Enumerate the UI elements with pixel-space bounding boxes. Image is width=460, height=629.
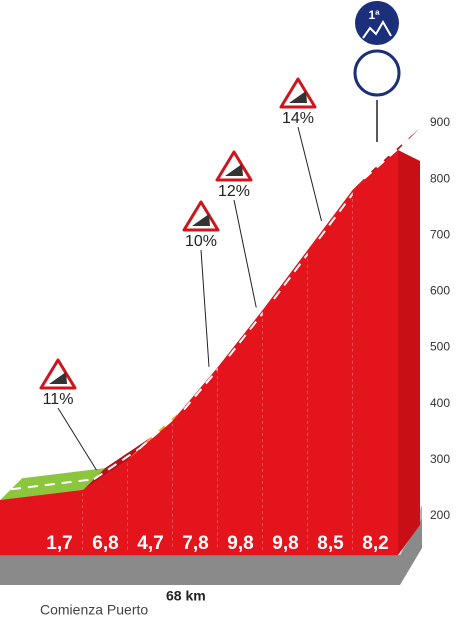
- y-tick-label: 300: [430, 452, 450, 466]
- start-distance: 68 km: [166, 588, 206, 604]
- center-dash: [318, 178, 365, 240]
- annotation-label: 10%: [185, 233, 217, 250]
- annotation-leader: [57, 407, 97, 471]
- value-label: 9,8: [227, 533, 253, 554]
- y-tick-label: 600: [430, 284, 450, 298]
- value-label: 8,5: [317, 533, 344, 554]
- y-tick-label: 800: [430, 171, 450, 185]
- front-face: [217, 309, 264, 556]
- y-tick-label: 500: [430, 340, 450, 354]
- category-badge: 1ª: [368, 8, 380, 22]
- warning-icon: [192, 214, 210, 226]
- center-dash: [93, 448, 140, 481]
- base-slab: [0, 518, 422, 585]
- warning-icon: [49, 372, 67, 384]
- side-face: [398, 149, 420, 555]
- annotation-leader: [200, 249, 210, 367]
- front-face: [262, 249, 309, 556]
- y-tick-label: 900: [430, 115, 450, 129]
- top-face: [83, 437, 150, 491]
- front-face: [352, 149, 399, 556]
- y-tick-label: 400: [430, 396, 450, 410]
- annotation-label: 11%: [43, 391, 74, 408]
- y-tick-label: 700: [430, 227, 450, 241]
- y-tick-label: 200: [430, 508, 450, 522]
- value-label: 8,2: [362, 533, 388, 554]
- value-label: 6,8: [92, 533, 118, 554]
- finish-flag: [353, 1, 401, 142]
- center-dash: [138, 408, 185, 450]
- center-dash: [273, 238, 320, 300]
- warning-icon: [225, 164, 243, 176]
- value-label: 7,8: [182, 533, 208, 554]
- center-dash: [10, 478, 95, 491]
- warning-icon: [289, 91, 307, 103]
- value-label: 1,7: [46, 533, 72, 554]
- annotation-label: 12%: [218, 183, 250, 200]
- front-face: [307, 189, 354, 556]
- annotation-leader: [233, 199, 257, 308]
- annotation-leader: [297, 126, 322, 221]
- start-label: Comienza Puerto: [40, 602, 148, 618]
- value-label: 9,8: [272, 533, 298, 554]
- annotation-label: 14%: [282, 110, 314, 127]
- value-label: 4,7: [137, 533, 163, 554]
